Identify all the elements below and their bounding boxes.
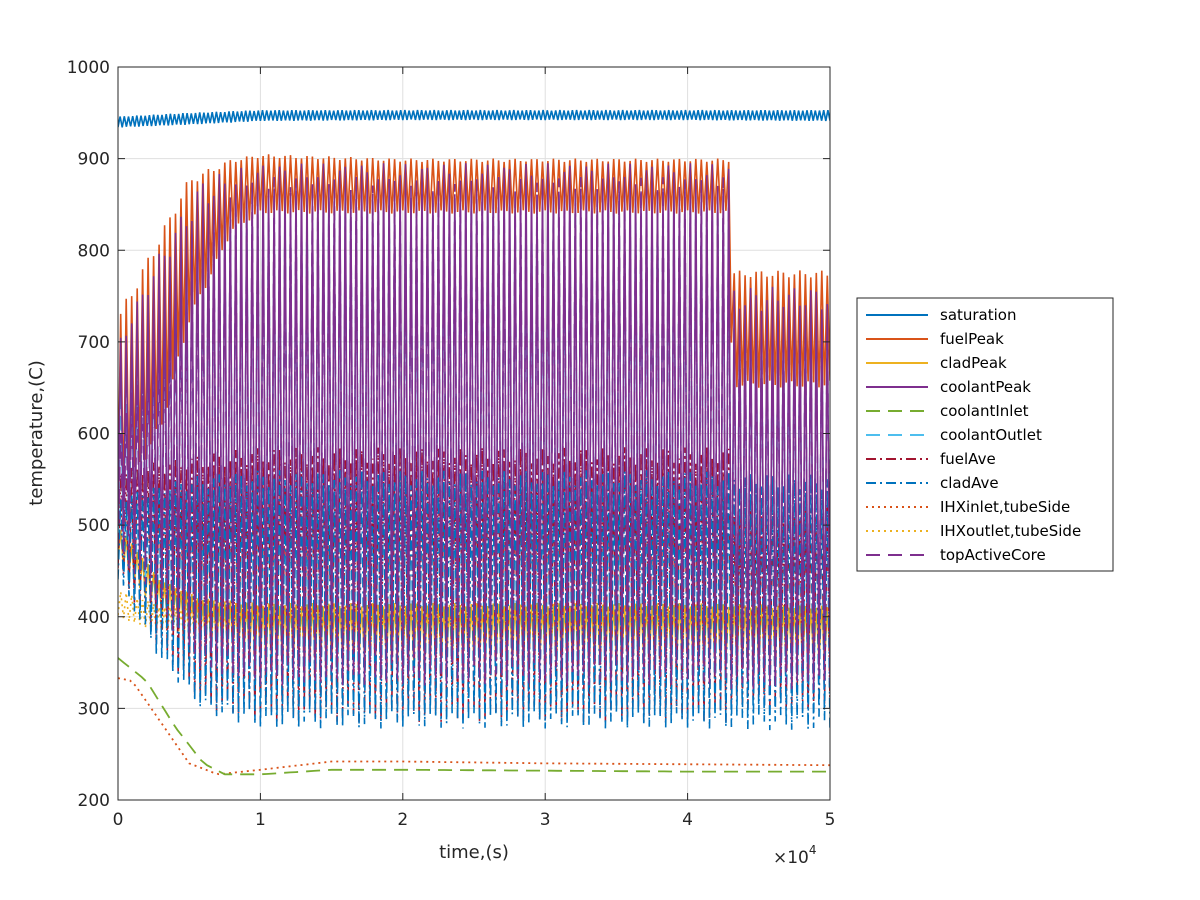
legend: saturation fuelPeak cladPeak coolantPeak coo… [856,297,1114,572]
series-line-saturation [118,109,830,128]
legend-entry-label: IHXinlet,tubeSide [940,498,1070,516]
y-tick-label: 800 [78,241,110,261]
x-exponent-power: 4 [809,843,817,857]
legend-entry-label: cladAve [940,474,999,492]
series-layer [118,109,830,776]
y-tick-label: 1000 [67,58,110,78]
series-line-topactivecore [118,176,830,686]
ticks [117,66,831,801]
y-tick-label: 300 [78,699,110,719]
series-line-cladave [118,470,830,731]
y-tick-label: 600 [78,425,110,445]
series-line-coolantinlet [118,657,830,776]
legend-entry-label: topActiveCore [940,546,1046,564]
y-tick-label: 900 [78,150,110,170]
y-tick-label: 700 [78,333,110,353]
y-tick-label: 200 [78,791,110,811]
legend-entry-label: coolantOutlet [940,426,1042,444]
x-tick-label: 3 [540,810,551,830]
legend-entry-label: coolantPeak [940,378,1031,396]
x-tick-label: 4 [682,810,693,830]
x-tick-label: 1 [255,810,266,830]
series-line-ihxinlet-tubeside [118,677,830,776]
legend-entry-label: cladPeak [940,354,1007,372]
tick-labels: 0 1 2 3 4 5 200 300 400 500 600 700 800 900 1000 [67,58,836,830]
series-line-fuelpeak [118,154,830,498]
legend-entry-label: fuelPeak [940,330,1004,348]
y-tick-label: 400 [78,608,110,628]
x-tick-label: 2 [397,810,408,830]
y-axis-title: temperature,(C) [26,360,47,505]
x-exponent-base: ×10 [773,848,809,868]
y-tick-label: 500 [78,516,110,536]
legend-entry-label: IHXoutlet,tubeSide [940,522,1081,540]
legend-entry-label: saturation [940,306,1017,324]
legend-entry-label: fuelAve [940,450,996,468]
x-axis-title: time,(s) [439,842,509,863]
x-tick-label: 0 [113,810,124,830]
x-exponent-label: ×104 [773,843,817,868]
legend-entry-label: coolantInlet [940,402,1029,420]
x-tick-label: 5 [825,810,836,830]
